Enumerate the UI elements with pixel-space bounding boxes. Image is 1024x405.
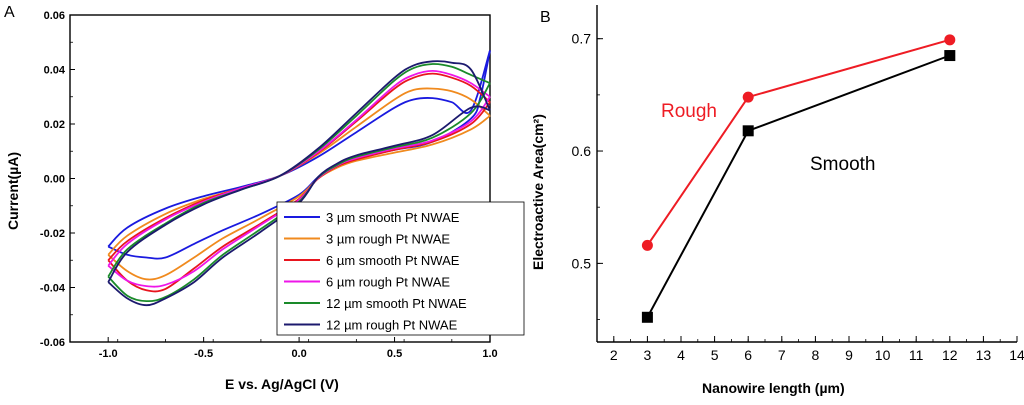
panel-a-ylabel: Current(µA) [5,152,21,230]
legend-label: 3 µm smooth Pt NWAE [326,210,460,225]
y-tick-label: 0.00 [44,174,65,186]
x-tick-label: 4 [677,347,685,363]
legend-entries: 3 µm smooth Pt NWAE 3 µm rough Pt NWAE 6 µ… [284,210,467,333]
x-tick-label: 13 [976,347,992,363]
legend-label: 6 µm smooth Pt NWAE [326,253,460,268]
panel-b-plot: 2 3 4 5 6 7 8 9 10 11 12 13 14 0.5 0.6 0.7 [572,5,1024,363]
legend-label: 6 µm rough Pt NWAE [326,275,450,290]
y-tick-label: 0.6 [572,143,592,159]
panel-b-letter: B [540,9,551,26]
panel-b-ylabel: Electroactive Area(cm²) [530,114,546,270]
data-point-smooth [944,50,956,62]
annotation-smooth: Smooth [810,154,875,175]
data-point-rough [742,91,754,103]
x-tick-label: 5 [711,347,719,363]
panel-a-xlabel: E vs. Ag/AgCl (V) [225,376,339,392]
data-point-smooth [641,311,653,323]
x-tick-label: 6 [744,347,752,363]
cv-curve-forward [107,63,491,278]
cv-curve-forward [107,50,491,248]
x-tick-label: 0.5 [387,348,402,360]
panel-a-ticks: -1.0 -0.5 0.0 0.5 1.0 -0.06 -0.04 -0.02 0.00 0.02… [40,10,498,360]
y-tick-label: -0.04 [40,283,66,295]
y-tick-label: 0.7 [572,31,592,47]
cv-curve-forward [107,60,491,283]
x-tick-label: 10 [875,347,891,363]
y-tick-label: 0.02 [44,119,65,131]
x-tick-label: -1.0 [99,348,118,360]
legend-box [276,201,525,336]
series-line-smooth [646,54,951,318]
series-line-rough [646,38,951,246]
cv-curve-forward [107,87,491,256]
x-tick-label: 2 [610,347,618,363]
x-tick-label: 8 [812,347,820,363]
data-point-rough [641,239,653,251]
x-tick-label: 11 [909,347,924,363]
panel-b-series [641,34,956,323]
y-tick-label: -0.06 [40,337,65,349]
x-tick-label: 7 [778,347,786,363]
x-tick-label: 12 [942,347,958,363]
panel-b-xlabel: Nanowire length (µm) [702,380,845,396]
y-tick-label: 0.04 [44,65,66,77]
cv-curve-reverse [107,96,491,288]
annotation-rough: Rough [661,101,717,122]
y-tick-label: 0.5 [572,255,592,271]
data-point-rough [944,34,956,46]
x-tick-label: 14 [1009,347,1024,363]
legend-label: 12 µm rough Pt NWAE [326,318,458,333]
panel-b-ticks: 2 3 4 5 6 7 8 9 10 11 12 13 14 0.5 0.6 0.7 [572,31,1024,363]
x-tick-label: 9 [845,347,853,363]
panel-a-legend: 3 µm smooth Pt NWAE 3 µm rough Pt NWAE 6 µ… [276,201,525,336]
y-tick-label: 0.06 [44,10,65,22]
y-tick-label: -0.02 [40,228,65,240]
legend-label: 3 µm rough Pt NWAE [326,232,450,247]
x-tick-label: -0.5 [194,348,213,360]
panel-a-letter: A [4,4,15,21]
cv-curve-forward [107,69,491,267]
data-point-smooth [742,125,754,137]
legend-label: 12 µm smooth Pt NWAE [326,296,467,311]
cv-curve-reverse [107,115,491,281]
x-tick-label: 0.0 [291,348,306,360]
x-tick-label: 1.0 [482,348,497,360]
x-tick-label: 3 [644,347,652,363]
